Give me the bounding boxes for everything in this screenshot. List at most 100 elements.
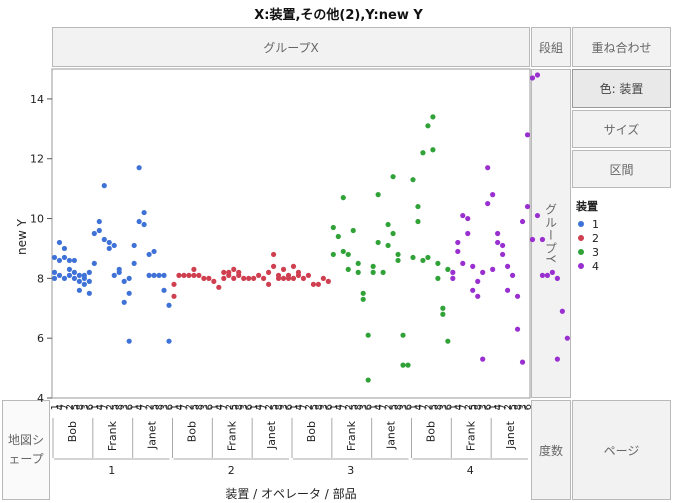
x-tick-label-part: 3 [199, 404, 210, 410]
data-point [435, 260, 441, 267]
x-tick-label-part: 2 [503, 404, 514, 410]
data-point [420, 150, 426, 156]
data-point [71, 269, 78, 275]
x-tick-label-part: 4 [493, 404, 504, 410]
overlay-zone[interactable]: 重ね合わせ [572, 27, 671, 67]
data-point [231, 275, 237, 281]
x-axis-title: 装置 / オペレータ / 部品 [225, 487, 357, 501]
x-tick-label-part: 3 [518, 404, 529, 410]
legend-item-1[interactable]: 1 [576, 217, 599, 231]
data-point [425, 123, 431, 129]
x-tick-label-part: 6 [244, 404, 255, 410]
chart-title: X:装置,その他(2),Y:new Y [254, 8, 423, 23]
data-point [315, 281, 321, 287]
x-tick-label-part: 6 [284, 404, 295, 410]
x-tick-label-device: 2 [228, 464, 235, 477]
group-x-zone[interactable]: グループX [52, 27, 530, 67]
data-point [500, 242, 506, 249]
x-tick-label-operator: Janet [146, 420, 159, 450]
data-point [514, 293, 521, 299]
data-point [265, 281, 272, 287]
data-point [519, 218, 526, 225]
data-point [136, 218, 142, 225]
data-point [345, 266, 351, 272]
data-point [96, 227, 102, 234]
legend-item-2[interactable]: 2 [576, 231, 599, 245]
wrap-zone[interactable]: 段組 [531, 27, 571, 67]
legend-dot [578, 249, 584, 255]
data-point [121, 299, 127, 305]
y-tick-label: 4 [37, 392, 44, 405]
data-point [504, 287, 511, 293]
data-point [151, 248, 157, 255]
legend-item-3[interactable]: 3 [576, 245, 599, 259]
data-point [181, 272, 187, 278]
data-point [166, 338, 172, 344]
data-point [280, 266, 287, 272]
wrap-label: 段組 [538, 40, 563, 55]
data-point [66, 257, 73, 264]
data-point [340, 195, 346, 201]
data-point [415, 218, 421, 225]
x-tick-label-part: 1 [169, 404, 180, 410]
data-point [96, 218, 102, 225]
color-zone[interactable]: 色: 装置 [572, 69, 671, 108]
data-point [544, 272, 551, 278]
data-point [390, 230, 396, 237]
legend-item-4[interactable]: 4 [576, 259, 599, 273]
x-tick-label-operator: Bob [424, 421, 437, 442]
x-tick-label-operator: Janet [265, 420, 278, 450]
data-point [166, 302, 172, 308]
x-tick-label-part: 5 [229, 404, 240, 410]
data-point [280, 275, 287, 281]
page-zone[interactable]: ページ [572, 400, 671, 500]
data-point [539, 236, 546, 243]
group-y-zone[interactable]: グループY [531, 69, 571, 398]
x-tick-label-operator: Bob [305, 421, 318, 442]
data-point [330, 251, 336, 258]
x-tick-label-part: 8 [75, 404, 86, 410]
data-point [415, 203, 421, 210]
data-point [290, 275, 297, 281]
data-point [71, 275, 78, 281]
data-point [465, 215, 471, 222]
data-point [81, 275, 87, 281]
x-tick-label-part: 8 [354, 404, 365, 410]
data-point [430, 147, 436, 153]
data-point [460, 212, 466, 219]
x-tick-label-part: 4 [374, 404, 385, 410]
data-point [275, 275, 282, 281]
data-point [400, 332, 406, 338]
x-tick-label-operator: Janet [385, 420, 398, 450]
freq-zone[interactable]: 度数 [531, 400, 571, 500]
x-tick-label-operator: Janet [504, 420, 517, 450]
data-point [61, 245, 68, 252]
data-point [91, 230, 97, 237]
x-tick-label-part: 6 [204, 404, 215, 410]
page-label: ページ [603, 443, 640, 458]
data-point [241, 275, 247, 281]
data-point [360, 290, 366, 296]
x-tick-label-part: 7 [339, 404, 350, 410]
data-point [86, 269, 92, 275]
data-point [146, 251, 152, 258]
data-point [490, 192, 496, 198]
data-point [350, 227, 356, 234]
data-point [76, 287, 82, 293]
x-tick-label-part: 7 [259, 404, 270, 410]
x-tick-label-part: 1 [90, 404, 101, 410]
x-tick-label-part: 4 [95, 404, 106, 410]
data-point [455, 248, 461, 255]
x-tick-label-part: 5 [269, 404, 280, 410]
data-point [425, 254, 431, 261]
data-point [325, 278, 331, 284]
interval-zone[interactable]: 区間 [572, 150, 671, 188]
x-tick-label-part: 7 [379, 404, 390, 410]
data-point [101, 236, 107, 243]
x-tick-label-part: 2 [224, 404, 235, 410]
data-point [365, 377, 371, 383]
map-shape-zone[interactable]: 地図シェープ [2, 400, 50, 500]
size-zone[interactable]: サイズ [572, 110, 671, 148]
x-tick-label-part: 4 [294, 404, 305, 410]
